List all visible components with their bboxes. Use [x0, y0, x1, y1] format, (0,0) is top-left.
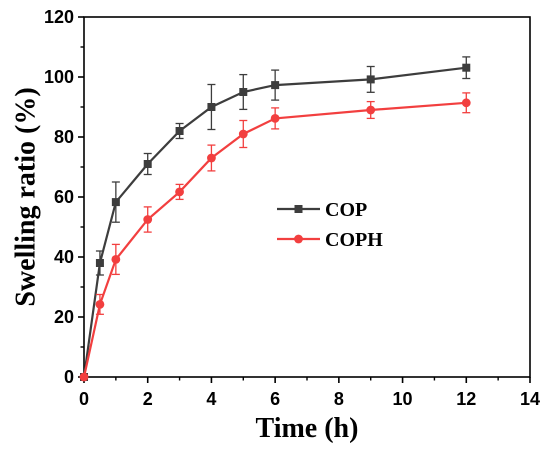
data-point: [207, 103, 216, 111]
y-tick-label: 120: [44, 7, 74, 27]
legend: COP COPH: [277, 199, 383, 251]
data-point: [79, 372, 89, 382]
x-tick-label: 4: [206, 389, 216, 409]
x-tick-label: 12: [456, 389, 476, 409]
x-tick-label: 14: [520, 389, 540, 409]
x-tick-label: 10: [393, 389, 413, 409]
series-line: [82, 101, 467, 378]
series-line: [82, 66, 467, 378]
y-tick-label: 20: [54, 307, 74, 327]
data-point: [462, 63, 471, 72]
data-point: [175, 127, 184, 135]
x-tick-label: 2: [143, 389, 153, 409]
data-point: [207, 153, 216, 163]
data-point: [111, 255, 121, 264]
data-point: [461, 98, 471, 108]
data-point: [95, 259, 104, 267]
y-tick-label: 0: [64, 367, 74, 387]
series-coph: [79, 92, 471, 382]
x-tick-label: 6: [270, 389, 280, 409]
axes: 0 2 4 6 8 10 12 14 0 20 40 60 80 100 120: [44, 7, 540, 409]
data-point: [111, 198, 120, 207]
y-tick-label: 80: [54, 127, 74, 147]
y-tick-label: 40: [54, 247, 74, 267]
data-point: [270, 114, 280, 123]
x-tick-label: 8: [334, 389, 344, 409]
x-tick-label: 0: [79, 389, 89, 409]
y-axis-title: Swelling ratio (%): [10, 87, 41, 306]
data-point: [238, 129, 248, 139]
series-cop: [80, 56, 471, 381]
x-axis-title: Time (h): [256, 413, 359, 444]
data-point: [143, 160, 152, 168]
data-point: [271, 81, 280, 90]
data-point: [366, 105, 376, 115]
data-point: [239, 88, 248, 96]
y-tick-label: 60: [54, 187, 74, 207]
series-layer: [79, 56, 471, 382]
legend-marker: [294, 234, 303, 244]
y-tick-label: 100: [44, 67, 74, 87]
legend-label: COPH: [325, 229, 383, 251]
data-point: [175, 187, 184, 197]
legend-marker: [294, 205, 303, 213]
data-point: [366, 75, 375, 84]
legend-label: COP: [325, 199, 367, 221]
data-point: [95, 300, 105, 309]
data-point: [143, 215, 153, 224]
